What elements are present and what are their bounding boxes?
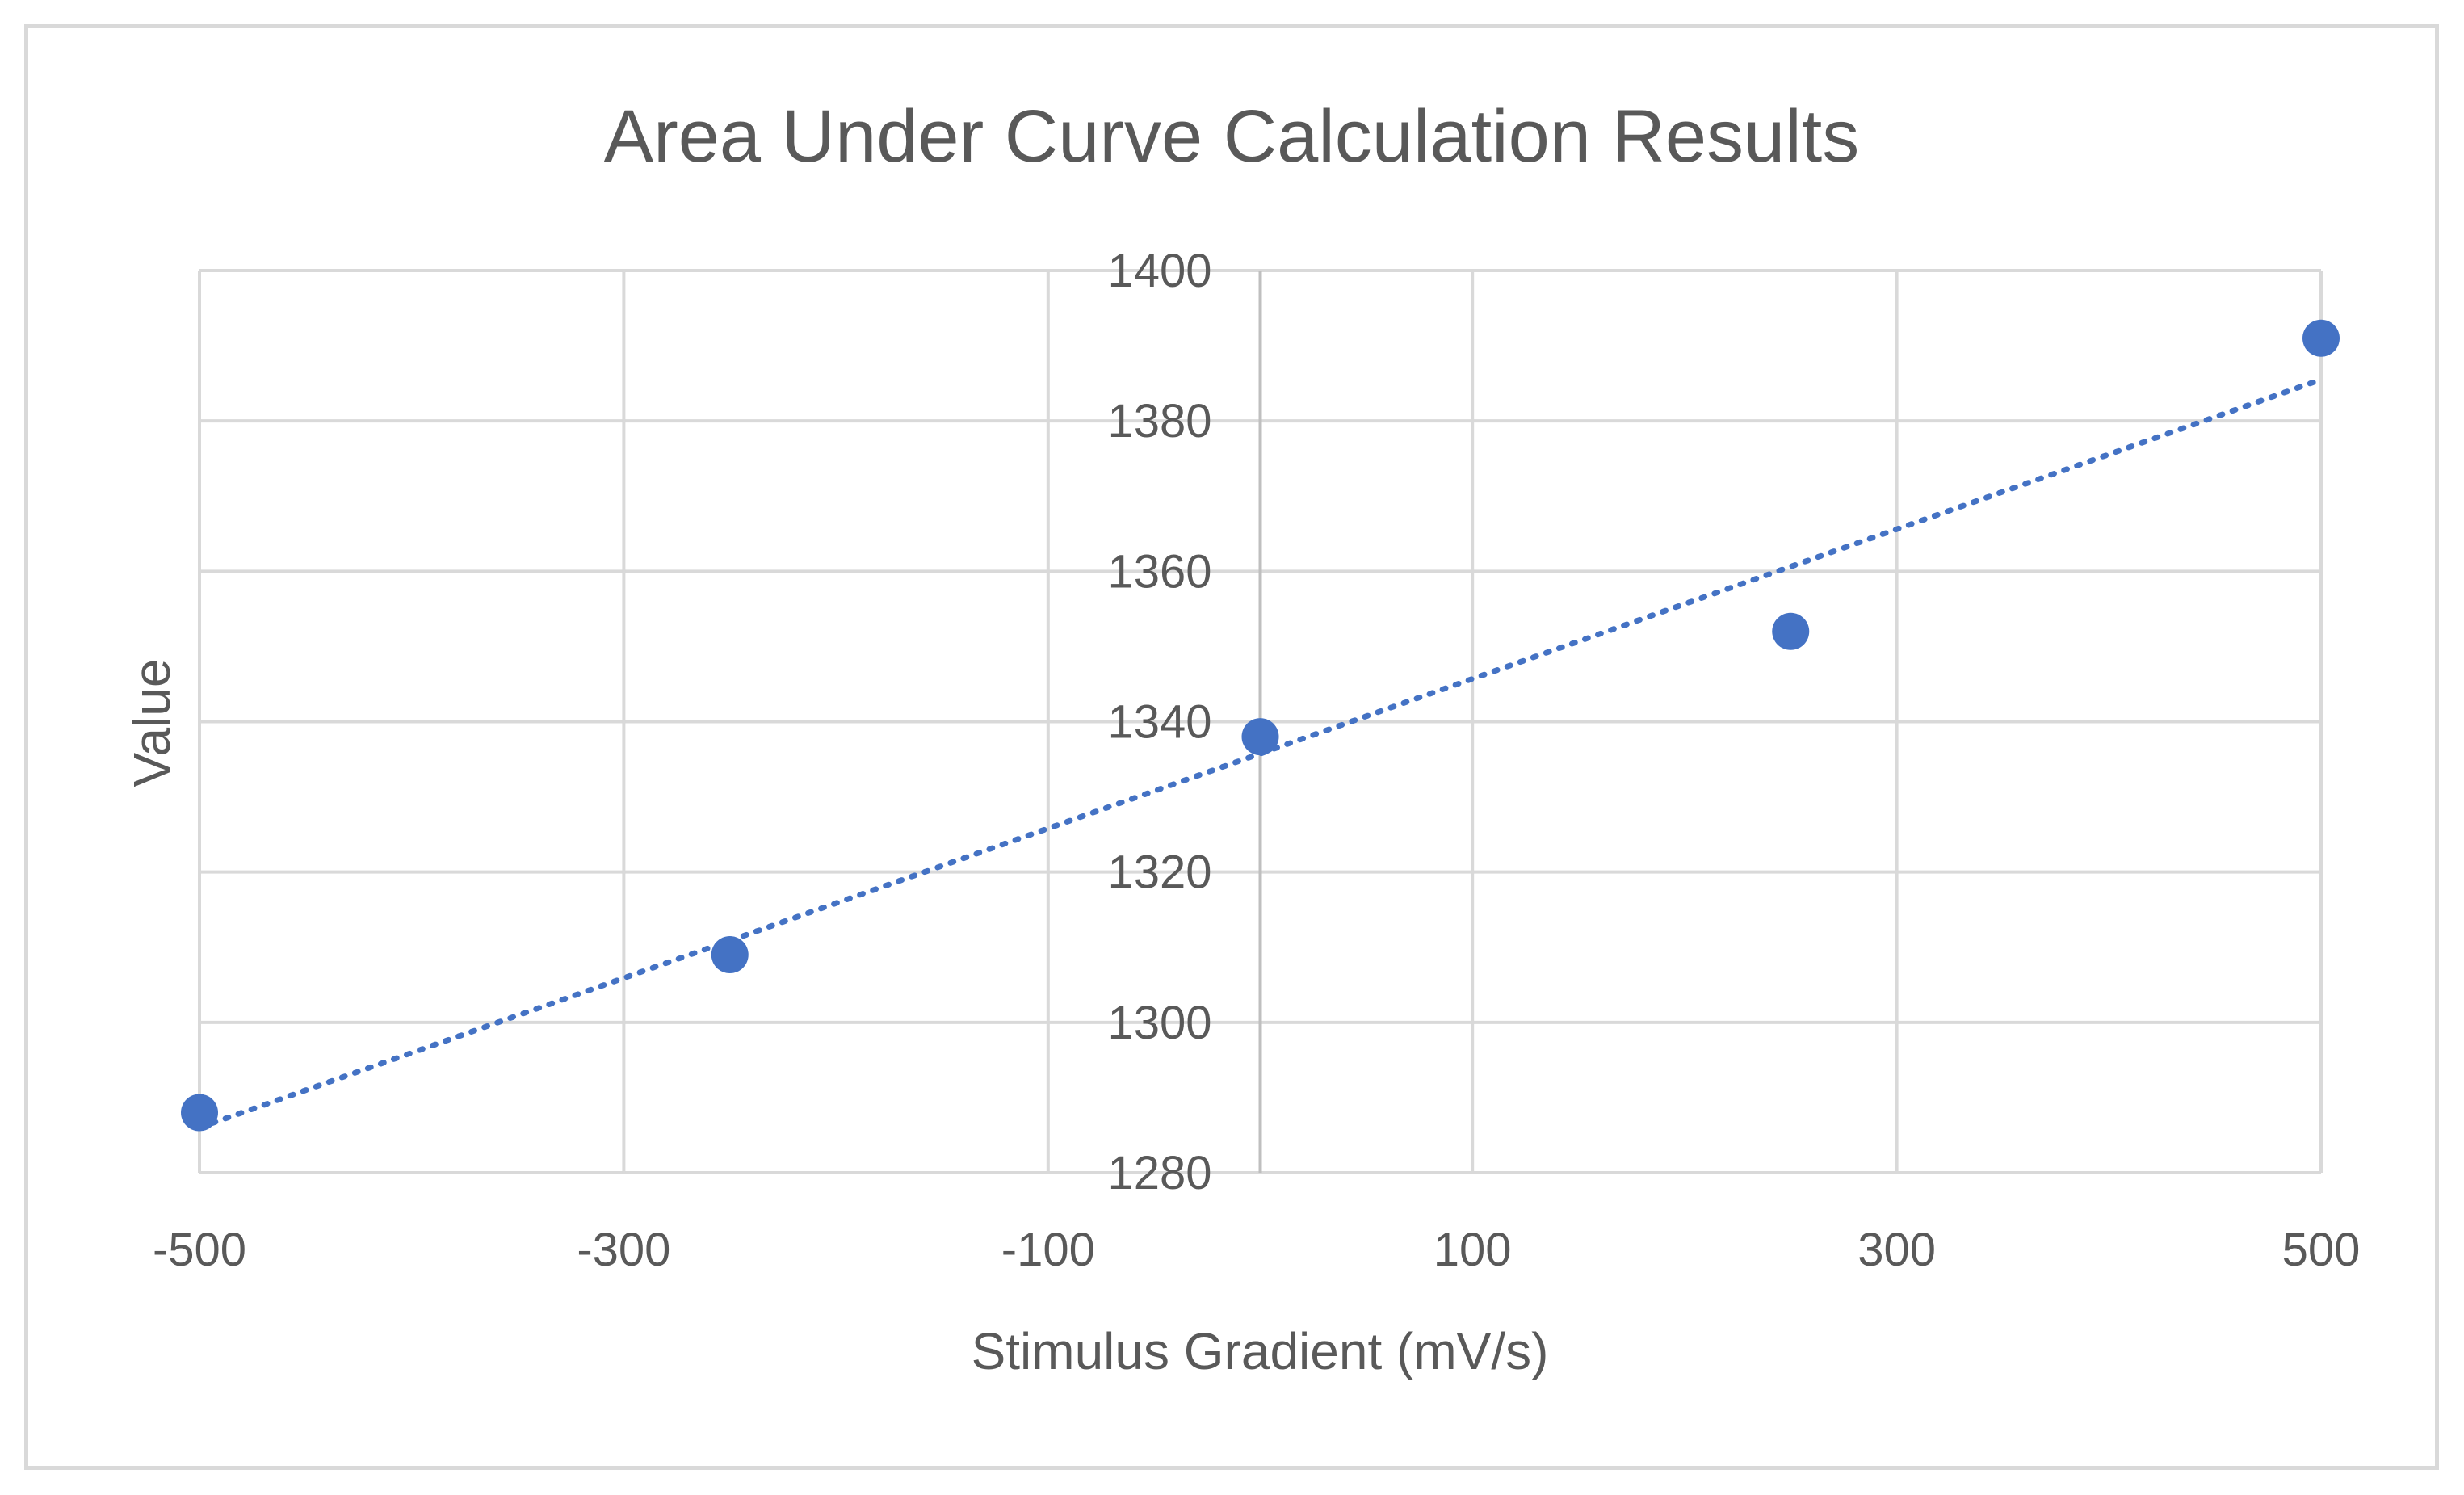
tick-label-layer: 1280 1300 1320 1340 1360 1380 1400 -500 -300 -100…	[153, 245, 2360, 1276]
y-tick-label: 1320	[1107, 846, 1211, 899]
x-tick-label: 100	[1433, 1224, 1512, 1276]
data-point	[1241, 718, 1279, 756]
y-tick-label: 1360	[1107, 545, 1211, 598]
x-tick-label: -100	[1001, 1224, 1095, 1276]
data-point	[181, 1094, 218, 1132]
x-tick-label: 500	[2282, 1224, 2361, 1276]
y-axis-title: Value	[123, 659, 181, 787]
x-tick-label: -300	[577, 1224, 670, 1276]
y-tick-label: 1380	[1107, 395, 1211, 447]
data-points-layer	[181, 319, 2340, 1132]
y-tick-label: 1340	[1107, 696, 1211, 749]
x-tick-label: -500	[153, 1224, 246, 1276]
y-tick-label: 1280	[1107, 1147, 1211, 1199]
data-point	[2302, 319, 2340, 357]
chart-frame	[24, 24, 2439, 1470]
y-tick-label: 1400	[1107, 245, 1211, 297]
y-tick-label: 1300	[1107, 997, 1211, 1049]
data-point	[1772, 612, 1810, 650]
x-tick-label: 300	[1857, 1224, 1936, 1276]
x-axis-title: Stimulus Gradient (mV/s)	[972, 1322, 1549, 1380]
data-point	[711, 936, 749, 974]
chart-title: Area Under Curve Calculation Results	[604, 95, 1859, 178]
